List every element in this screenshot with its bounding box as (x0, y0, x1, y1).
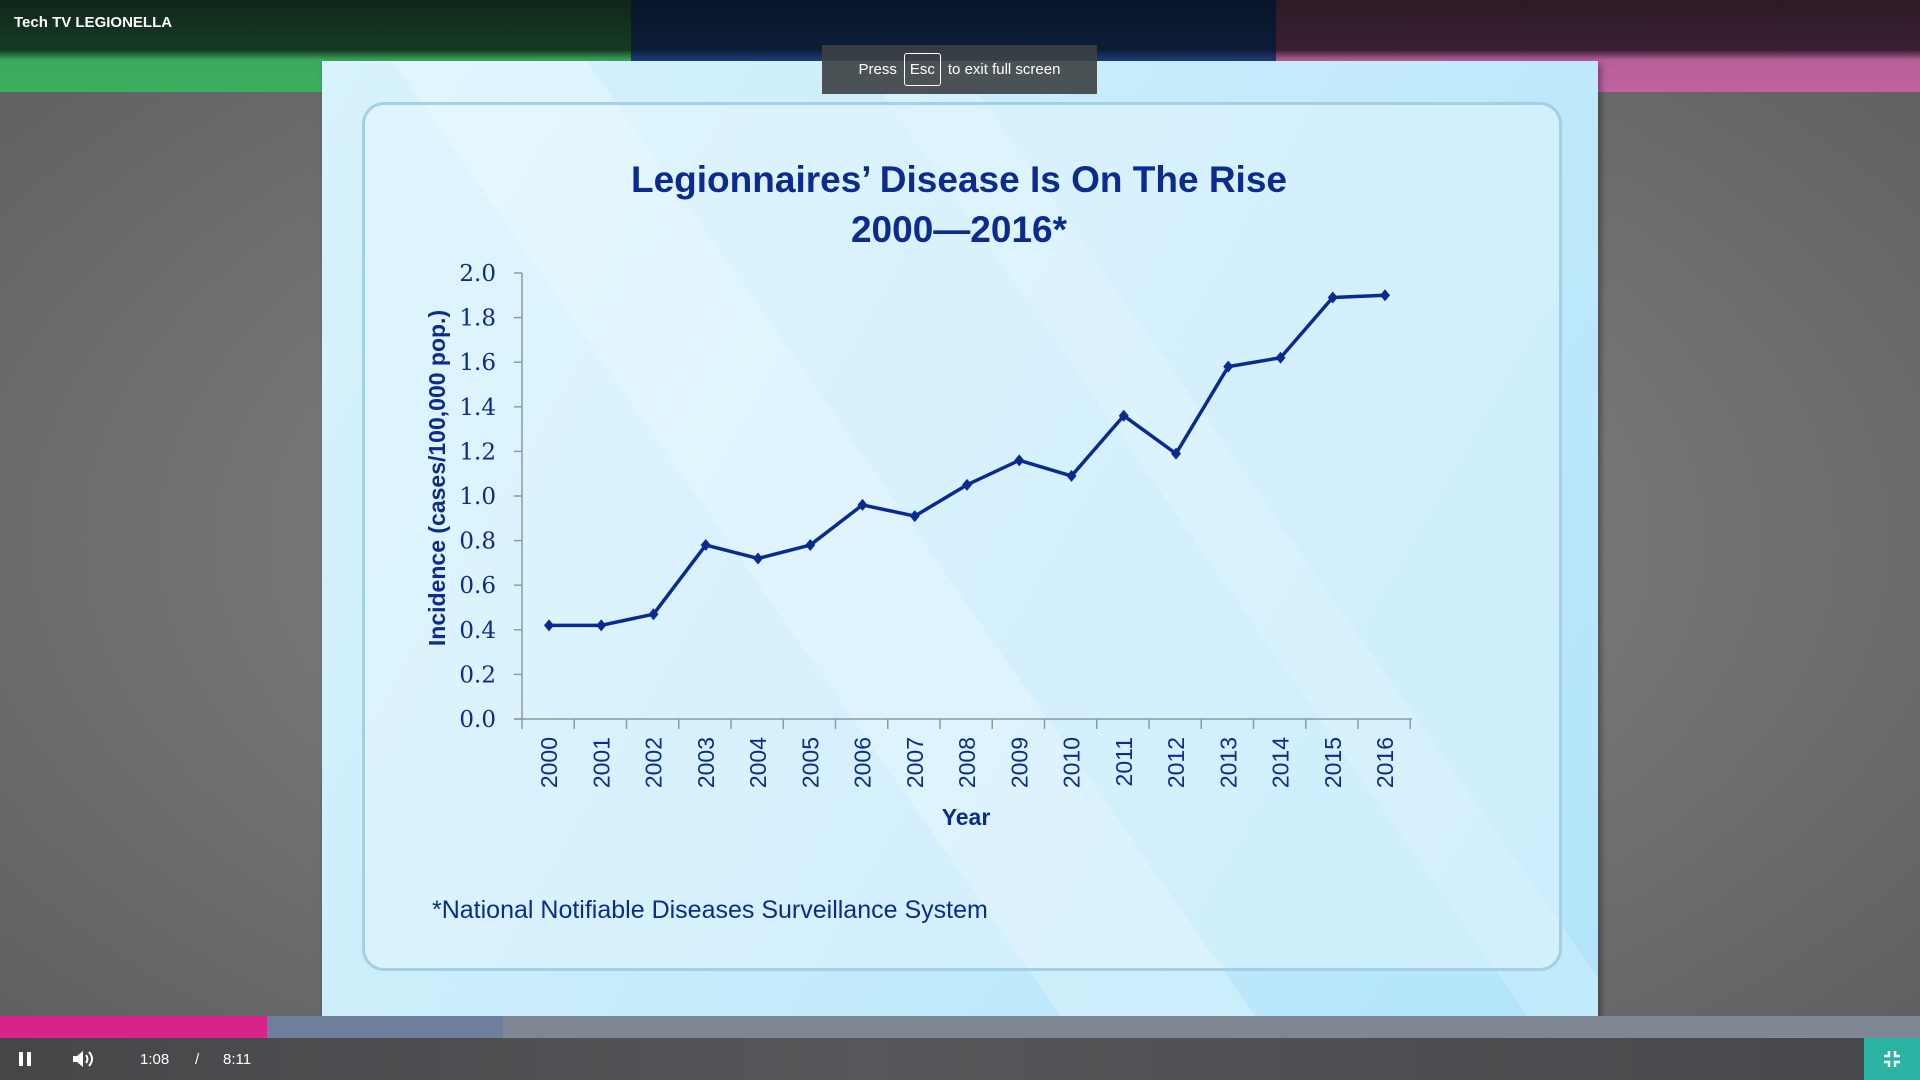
y-tick-label: 0.4 (459, 618, 496, 644)
pause-icon (19, 1052, 31, 1066)
data-point (1118, 409, 1129, 422)
x-tick-label: 2013 (1215, 737, 1241, 788)
y-tick-label: 0.2 (459, 662, 496, 688)
data-point (962, 478, 972, 491)
data-point (909, 510, 920, 523)
chart-title: Legionnaires’ Disease Is On The Rise (631, 159, 1287, 200)
y-axis-label: Incidence (cases/100,000 pop.) (424, 310, 450, 646)
x-axis-label: Year (942, 804, 991, 830)
data-point (1066, 469, 1077, 482)
data-point (596, 619, 607, 632)
data-point (1327, 291, 1338, 304)
seek-bar[interactable] (0, 1016, 1920, 1038)
volume-icon (73, 1051, 93, 1067)
data-point (700, 539, 711, 552)
x-tick-label: 2016 (1372, 737, 1398, 788)
data-point (648, 608, 659, 621)
x-tick-label: 2006 (850, 737, 876, 788)
progress-fill (0, 1016, 267, 1038)
y-tick-label: 2.0 (459, 261, 496, 287)
data-point (1223, 360, 1234, 373)
exit-fullscreen-icon (1884, 1051, 1900, 1067)
notice-rest: to exit full screen (947, 61, 1061, 78)
data-point (1380, 289, 1390, 302)
y-tick-label: 0.6 (459, 573, 496, 599)
esc-key: Esc (903, 53, 941, 86)
x-tick-label: 2003 (693, 737, 719, 788)
pause-button[interactable] (18, 1038, 32, 1080)
x-tick-label: 2005 (797, 737, 823, 788)
x-tick-label: 2004 (745, 737, 771, 788)
y-tick-label: 0.0 (459, 707, 496, 733)
video-title: Tech TV LEGIONELLA (14, 14, 173, 31)
data-point (753, 552, 763, 565)
volume-button[interactable] (72, 1038, 94, 1080)
chart-subtitle: 2000—2016* (851, 209, 1068, 250)
data-point (1171, 447, 1181, 460)
data-point (805, 539, 816, 552)
slide (322, 61, 1598, 1016)
current-time: 1:08 (140, 1050, 170, 1068)
data-point (1014, 454, 1025, 467)
y-tick-label: 1.4 (459, 395, 496, 421)
slide-panel (362, 102, 1562, 971)
time-separator: / (195, 1050, 200, 1068)
x-tick-label: 2001 (588, 737, 614, 788)
y-tick-label: 0.8 (459, 529, 496, 555)
x-tick-label: 2012 (1163, 737, 1189, 788)
exit-fullscreen-button[interactable] (1864, 1038, 1920, 1080)
x-tick-label: 2002 (641, 737, 667, 788)
footnote: *National Notifiable Diseases Surveillan… (432, 896, 988, 924)
duration: 8:11 (223, 1050, 252, 1068)
y-tick-label: 1.0 (459, 484, 496, 510)
x-tick-label: 2010 (1059, 737, 1085, 788)
data-point (857, 498, 868, 511)
x-tick-label: 2008 (954, 737, 980, 788)
y-tick-label: 1.2 (459, 439, 496, 465)
x-tick-label: 2015 (1320, 737, 1346, 788)
y-tick-label: 1.8 (459, 306, 496, 332)
notice-press: Press (858, 61, 897, 78)
x-tick-label: 2009 (1006, 737, 1032, 788)
fullscreen-notice: Press Esc to exit full screen (822, 45, 1097, 94)
x-tick-label: 2007 (902, 737, 928, 788)
data-point (544, 619, 554, 632)
control-bar: 1:08 / 8:11 (0, 1038, 1920, 1080)
series-line (549, 293, 1386, 628)
data-point (1275, 351, 1286, 364)
x-tick-label: 2011 (1111, 737, 1137, 786)
x-tick-label: 2014 (1268, 737, 1294, 788)
x-tick-label: 2000 (536, 737, 562, 788)
y-tick-label: 1.6 (459, 350, 496, 376)
